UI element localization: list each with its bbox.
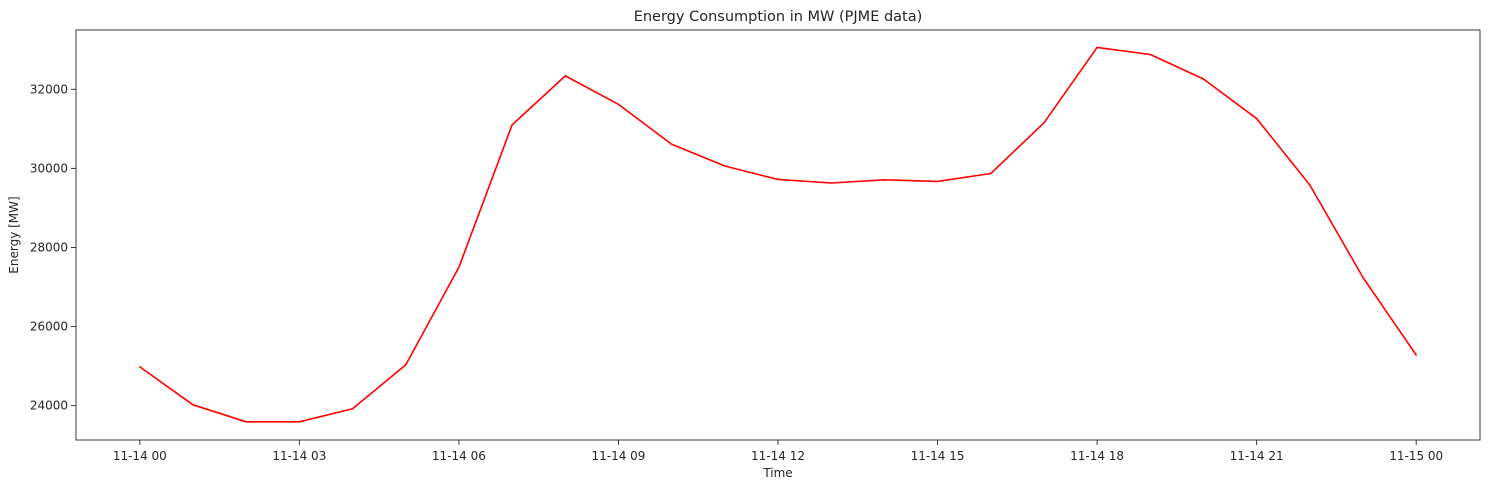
y-tick-label: 26000	[30, 320, 68, 334]
plot-frame	[75, 29, 1481, 441]
data-point	[298, 421, 301, 423]
data-point	[883, 179, 886, 181]
x-tick-label: 11-14 15	[911, 449, 965, 463]
x-tick-label: 11-14 18	[1070, 449, 1124, 463]
y-tick-label: 32000	[30, 82, 68, 96]
x-tick-label: 11-14 00	[113, 449, 167, 463]
x-tick-label: 11-14 21	[1230, 449, 1284, 463]
x-tick-label: 11-14 06	[432, 449, 486, 463]
data-point	[1149, 53, 1152, 56]
x-axis-title: Time	[762, 466, 792, 480]
data-point	[989, 172, 992, 175]
data-point	[564, 75, 567, 77]
data-point	[192, 404, 194, 406]
data-point	[1415, 354, 1417, 356]
x-tick-label: 11-14 03	[272, 449, 326, 463]
data-point	[1202, 78, 1205, 80]
data-point	[936, 180, 939, 183]
x-tick-label: 11-15 00	[1389, 449, 1443, 463]
plot-area: 24000 26000 28000 30000 32000 11-14 00 11-14 0…	[30, 29, 1481, 463]
data-point	[1096, 46, 1098, 49]
data-point	[245, 421, 247, 423]
y-tick-label: 24000	[30, 399, 68, 413]
data-point	[139, 366, 141, 368]
data-point	[724, 165, 726, 167]
data-point	[511, 124, 513, 126]
series-line	[139, 46, 1417, 423]
y-tick-label: 28000	[30, 240, 68, 254]
data-point	[830, 182, 832, 184]
y-tick-label: 30000	[30, 161, 68, 175]
x-tick-label: 11-14 12	[751, 449, 805, 463]
data-point	[458, 266, 460, 269]
data-point	[1043, 122, 1045, 124]
data-point	[777, 178, 779, 181]
x-tick-label: 11-14 09	[591, 449, 645, 463]
data-point	[404, 364, 407, 366]
data-point	[351, 407, 354, 410]
data-point	[1309, 184, 1311, 186]
data-point	[1362, 276, 1364, 279]
data-point	[670, 143, 673, 146]
y-axis-title: Energy [MW]	[7, 196, 21, 273]
data-point	[1255, 117, 1258, 120]
data-point	[617, 103, 620, 106]
chart-title: Energy Consumption in MW (PJME data)	[634, 9, 923, 25]
